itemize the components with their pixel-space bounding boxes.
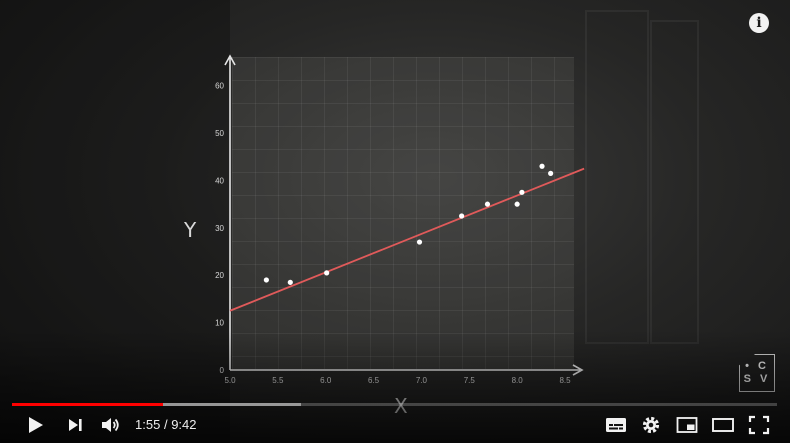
data-point	[263, 277, 269, 283]
gear-icon	[642, 416, 660, 434]
data-point	[416, 239, 423, 245]
y-axis-label: Y	[183, 218, 197, 242]
time-current: 1:55	[135, 417, 161, 432]
y-tick-label: 30	[215, 224, 224, 233]
fullscreen-icon	[748, 415, 770, 435]
y-tick-label: 40	[215, 176, 224, 185]
data-point	[324, 270, 330, 276]
data-point	[484, 201, 491, 207]
subtitles-button[interactable]	[604, 414, 628, 436]
data-point	[459, 213, 465, 219]
y-axis-arrow	[224, 54, 236, 66]
skip-next-icon	[69, 419, 82, 431]
theater-icon	[712, 418, 734, 432]
regression-line	[229, 167, 585, 312]
data-point	[514, 201, 520, 207]
fullscreen-button[interactable]	[747, 414, 771, 436]
time-total: 9:42	[171, 417, 197, 432]
y-tick-label: 60	[215, 82, 224, 91]
data-point	[539, 163, 545, 169]
data-points	[263, 163, 554, 285]
miniplayer-button[interactable]	[675, 414, 699, 436]
play-button[interactable]	[23, 414, 47, 436]
play-icon	[29, 417, 43, 433]
info-button[interactable]: i	[749, 13, 769, 33]
time-separator: /	[163, 417, 168, 432]
controls-gradient	[0, 330, 790, 443]
plot-panel	[232, 57, 574, 369]
time-display: 1:55 / 9:42	[135, 417, 197, 432]
info-icon: i	[756, 15, 762, 31]
progress-bar[interactable]	[12, 403, 777, 406]
settings-button[interactable]	[639, 414, 663, 436]
data-point	[287, 279, 293, 285]
progress-played	[12, 403, 164, 406]
volume-icon	[102, 418, 119, 432]
y-tick-label: 10	[215, 319, 224, 328]
y-tick-label: 50	[215, 129, 224, 138]
volume-button[interactable]	[99, 414, 123, 436]
subtitles-icon	[606, 418, 626, 432]
next-button[interactable]	[64, 414, 88, 436]
theater-mode-button[interactable]	[711, 414, 735, 436]
data-point	[548, 170, 554, 176]
data-point	[519, 189, 525, 195]
y-tick-label: 20	[215, 271, 224, 280]
miniplayer-icon	[676, 417, 698, 433]
